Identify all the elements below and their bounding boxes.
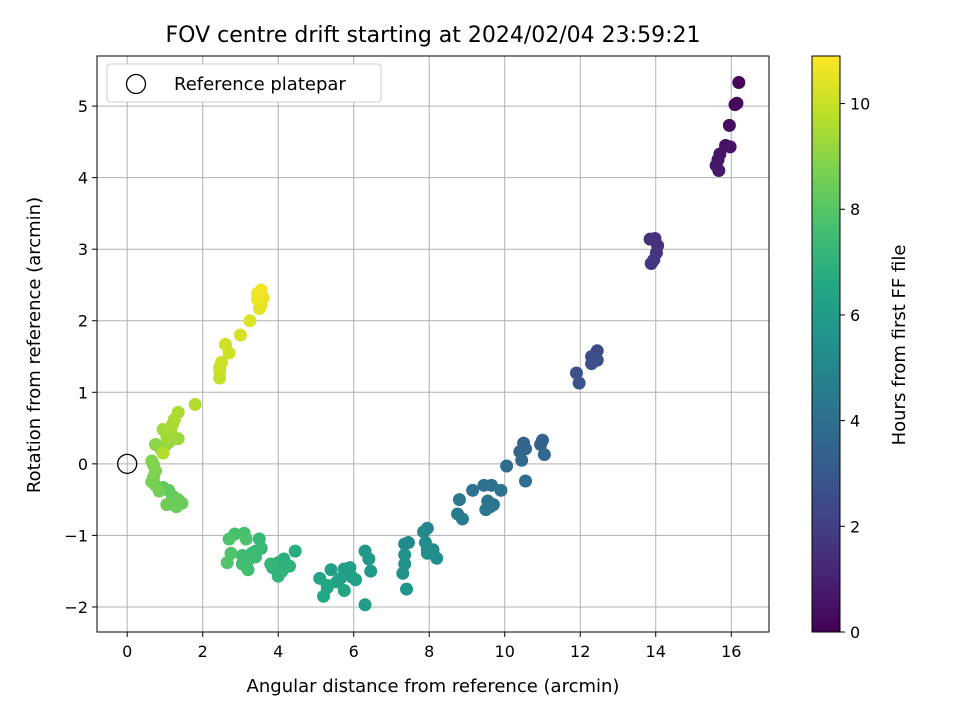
data-point: [364, 564, 378, 578]
data-point: [220, 556, 234, 570]
x-tick-label: 10: [495, 642, 515, 661]
legend-label-reference: Reference platepar: [174, 74, 346, 95]
data-point: [466, 483, 480, 497]
data-point: [728, 98, 742, 112]
data-point: [241, 563, 255, 577]
data-point: [254, 283, 268, 297]
data-point: [264, 557, 278, 571]
data-point: [239, 532, 253, 546]
data-point: [452, 493, 466, 507]
data-point: [417, 525, 431, 539]
x-axis-label: Angular distance from reference (arcmin): [247, 676, 620, 697]
data-point: [160, 498, 174, 512]
data-point: [569, 366, 583, 380]
legend: Reference platepar: [106, 63, 382, 103]
data-point: [271, 569, 285, 583]
colorbar-tick-label: 8: [850, 200, 860, 219]
data-point: [215, 355, 229, 369]
data-point: [572, 376, 586, 390]
y-tick-label: 0: [78, 455, 88, 474]
colorbar-tick-label: 4: [850, 412, 860, 431]
data-point: [188, 397, 202, 411]
y-tick-label: 4: [78, 169, 88, 188]
grid-lines: [97, 56, 769, 632]
data-point: [400, 582, 414, 596]
y-tick-label: 1: [78, 383, 88, 402]
y-tick-label: 5: [78, 97, 88, 116]
y-tick-label: 2: [78, 312, 88, 331]
data-point: [358, 598, 372, 612]
colorbar: 0 2 4 6 8 10 Hours from first FF file: [811, 55, 910, 642]
colorbar-tick-label: 2: [850, 517, 860, 536]
data-point: [156, 446, 170, 460]
data-point: [222, 532, 236, 546]
plot-frame: [96, 55, 770, 633]
x-tick-label: 8: [424, 642, 434, 661]
data-point: [324, 563, 338, 577]
data-point: [518, 474, 532, 488]
data-point: [479, 503, 493, 517]
data-point: [500, 459, 514, 473]
data-point: [534, 438, 548, 452]
data-point: [362, 552, 376, 566]
colorbar-tick-label: 10: [850, 95, 870, 114]
data-point: [585, 357, 599, 371]
data-point: [732, 75, 746, 89]
x-tick-label: 2: [198, 642, 208, 661]
data-point: [455, 512, 469, 526]
data-point: [398, 537, 412, 551]
colorbar-tick-label: 0: [850, 623, 860, 642]
data-point: [723, 140, 737, 154]
x-tick-label: 6: [349, 642, 359, 661]
y-tick-label: −1: [64, 526, 88, 545]
x-axis: 0 2 4 6 8 10 12 14 16: [122, 632, 741, 661]
colorbar-gradient: [811, 55, 841, 633]
data-point: [233, 328, 247, 342]
x-tick-label: 12: [570, 642, 590, 661]
reference-marker: [117, 453, 138, 475]
data-point: [337, 583, 351, 597]
data-points: [117, 75, 746, 612]
x-tick-label: 14: [646, 642, 666, 661]
colorbar-label: Hours from first FF file: [889, 245, 910, 446]
colorbar-tick-label: 6: [850, 306, 860, 325]
legend-box: [106, 63, 382, 103]
data-point: [398, 548, 412, 562]
data-point: [317, 589, 331, 603]
y-tick-label: 3: [78, 240, 88, 259]
data-point: [288, 544, 302, 558]
y-axis-label: Rotation from reference (arcmin): [24, 197, 45, 493]
data-point: [494, 483, 508, 497]
chart-title: FOV centre drift starting at 2024/02/04 …: [166, 23, 701, 48]
data-point: [722, 118, 736, 132]
legend-reference-marker: [125, 73, 147, 95]
data-point: [396, 566, 410, 580]
data-point: [537, 448, 551, 462]
data-point: [218, 337, 232, 351]
data-point: [171, 405, 185, 419]
x-tick-label: 16: [721, 642, 741, 661]
data-point: [644, 257, 658, 271]
colorbar-ticks: 0 2 4 6 8 10: [840, 95, 870, 642]
data-point: [712, 163, 726, 177]
data-point: [349, 573, 363, 587]
data-point: [313, 571, 327, 585]
y-tick-label: −2: [64, 598, 88, 617]
x-tick-label: 0: [122, 642, 132, 661]
data-point: [430, 551, 444, 565]
x-tick-label: 4: [273, 642, 283, 661]
y-axis: −2 −1 0 1 2 3 4 5: [64, 97, 97, 617]
data-point: [243, 314, 257, 328]
data-point: [145, 454, 159, 468]
data-point: [515, 453, 529, 467]
